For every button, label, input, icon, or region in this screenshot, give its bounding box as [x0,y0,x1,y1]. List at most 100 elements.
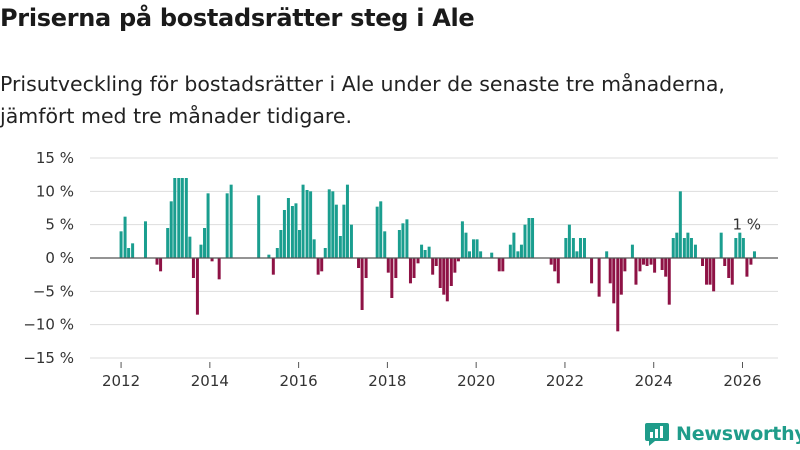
bar [468,251,472,258]
bar [217,258,221,280]
bar [206,193,210,258]
bar [623,258,627,272]
bar [749,258,753,265]
bar [738,232,742,258]
bar [605,251,609,258]
bar [523,224,527,258]
bar [456,258,460,262]
page-title: Priserna på bostadsrätter steg i Ale [0,4,475,32]
bar [334,204,338,258]
bar [708,258,712,285]
bar [638,258,642,272]
bar [752,251,756,258]
y-tick-label: −10 % [23,316,74,334]
bar [571,238,575,258]
bar [364,258,368,278]
x-tick-label: 2018 [368,372,406,390]
y-tick-label: 0 % [45,249,74,267]
y-tick-label: 10 % [36,182,74,200]
bar [316,258,320,275]
bar [667,258,671,305]
page-subtitle: Prisutveckling för bostadsrätter i Ale u… [0,72,725,128]
bar [331,191,335,258]
bar [180,178,184,258]
bar [516,251,520,258]
bar [386,258,390,273]
bar [660,258,664,270]
bar [345,184,349,258]
bar [305,190,309,258]
bar [323,248,327,258]
bar [423,250,427,258]
bar [479,251,483,258]
bar [271,258,275,275]
bar [701,258,705,266]
bar [719,232,723,258]
newsworthy-logo-icon [645,423,669,446]
bar [405,219,409,258]
x-tick-label: 2014 [191,372,229,390]
bar [612,258,616,304]
bar [397,230,401,258]
bar [210,258,214,262]
bar [734,238,738,258]
bar [664,258,668,277]
bar [312,239,316,258]
bar [401,223,405,258]
bar [741,238,745,258]
bar [420,244,424,258]
x-tick-label: 2022 [546,372,584,390]
bar [267,254,271,258]
y-tick-label: 15 % [36,149,74,167]
bar [225,193,229,258]
bar [298,230,302,258]
bar [512,232,516,258]
bar [127,248,131,258]
bar [119,231,123,258]
y-tick-label: −15 % [23,349,74,367]
bar [712,258,716,292]
bar [634,258,638,285]
bar [416,258,420,264]
x-tick-label: 2020 [457,372,495,390]
bar [556,258,560,284]
bar [275,248,279,258]
bar [320,258,324,272]
bar [578,238,582,258]
bar [431,258,435,275]
x-tick-label: 2016 [280,372,318,390]
bar [642,258,646,265]
bar [567,224,571,258]
bar [653,258,657,273]
bar [549,258,553,265]
bar [342,204,346,258]
bar [472,239,476,258]
bar [590,258,594,284]
bar [338,236,342,258]
bar [203,228,207,258]
bar [531,218,535,258]
bar [408,258,412,284]
bar [173,178,177,258]
annotation-layer: 1 % [732,215,761,233]
bar [159,258,163,272]
bar [449,258,453,286]
bar [199,244,203,258]
bar [671,238,675,258]
bar [412,258,416,278]
bar [519,244,523,258]
bar [184,178,188,258]
bar [686,232,690,258]
bar [682,238,686,258]
brand-name: Newsworthy [676,423,800,445]
bar [143,221,147,258]
x-tick-label: 2024 [635,372,673,390]
bar [349,224,353,258]
bar [169,201,173,258]
bar [229,184,233,258]
brand-logo: Newsworthy [644,420,800,448]
bar [257,195,261,258]
bar [608,258,612,284]
bar [290,206,294,258]
